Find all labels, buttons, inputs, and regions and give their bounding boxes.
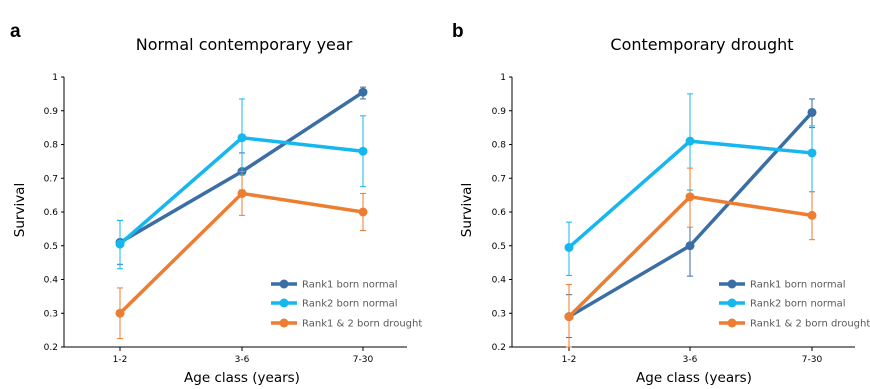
y-tick-label: 0.3 — [44, 309, 58, 319]
panel-letter: a — [10, 21, 21, 42]
data-point — [358, 87, 368, 97]
chart-panel-b: b Contemporary drought 0.2 0.3 0.4 0.5 0.6 0.7 0… — [452, 21, 870, 386]
legend-swatch-marker — [727, 298, 737, 308]
y-tick-label: 0.8 — [492, 141, 507, 151]
y-tick-label: 0.2 — [492, 343, 506, 353]
y-tick-label: 0.5 — [492, 242, 506, 252]
legend-swatch-marker — [279, 298, 289, 308]
y-tick-label: 0.8 — [44, 141, 59, 151]
y-tick-label: 1 — [52, 73, 58, 83]
y-tick-label: 0.2 — [44, 343, 58, 353]
legend-swatch-marker — [279, 318, 289, 328]
series-3 — [564, 167, 817, 348]
data-point — [564, 242, 574, 252]
y-tick-label: 0.6 — [492, 208, 507, 218]
legend: Rank1 born normal Rank2 born normal Rank1 … — [271, 279, 422, 330]
series-3 — [115, 171, 368, 340]
series-1 — [564, 98, 817, 339]
x-tick-label: 3-6 — [235, 355, 250, 365]
data-point — [237, 133, 247, 143]
legend-label: Rank1 & 2 born drought — [302, 319, 422, 330]
legend-swatch-marker — [279, 279, 289, 289]
y-axis-label: Survival — [12, 183, 28, 237]
legend-label: Rank2 born normal — [302, 299, 397, 310]
y-tick-label: 0.9 — [492, 107, 507, 117]
y-tick-label: 1 — [500, 73, 506, 83]
legend-label: Rank1 born normal — [302, 280, 397, 291]
data-point — [564, 312, 574, 322]
data-point — [807, 210, 817, 220]
legend: Rank1 born normal Rank2 born normal Rank1 … — [719, 279, 870, 330]
y-tick-label: 0.4 — [44, 276, 59, 286]
x-tick-label: 1-2 — [562, 355, 577, 365]
data-point — [807, 148, 817, 158]
data-point — [358, 207, 368, 217]
x-tick-label: 3-6 — [683, 355, 698, 365]
x-tick-label: 7-30 — [802, 355, 823, 365]
series-2 — [115, 98, 368, 270]
y-tick-label: 0.4 — [492, 276, 507, 286]
y-tick-label: 0.7 — [44, 174, 58, 184]
data-point — [237, 188, 247, 198]
data-point — [685, 241, 695, 251]
chart-title: Contemporary drought — [610, 35, 793, 54]
data-point — [358, 146, 368, 156]
data-point — [685, 136, 695, 146]
legend-label: Rank2 born normal — [750, 299, 845, 310]
y-tick-label: 0.6 — [44, 208, 59, 218]
y-axis-label: Survival — [459, 183, 475, 237]
y-tick-label: 0.9 — [44, 107, 59, 117]
data-point — [807, 107, 817, 117]
data-point — [115, 239, 125, 249]
legend-label: Rank1 born normal — [750, 280, 845, 291]
legend-swatch-marker — [727, 279, 737, 289]
panel-letter: b — [452, 21, 464, 42]
y-tick-label: 0.3 — [492, 309, 506, 319]
y-tick-label: 0.7 — [492, 174, 506, 184]
chart-title: Normal contemporary year — [136, 35, 353, 54]
data-point — [115, 308, 125, 318]
legend-swatch-marker — [727, 318, 737, 328]
chart-panel-a: a Normal contemporary year 0.2 0.3 0.4 0.5 0.6… — [10, 21, 422, 386]
x-tick-label: 7-30 — [353, 355, 374, 365]
x-tick-label: 1-2 — [113, 355, 128, 365]
data-point — [685, 192, 695, 202]
x-axis-label: Age class (years) — [184, 370, 300, 386]
legend-label: Rank1 & 2 born drought — [750, 319, 870, 330]
y-tick-label: 0.5 — [44, 242, 58, 252]
x-axis-label: Age class (years) — [636, 370, 752, 386]
series-2 — [564, 93, 817, 276]
